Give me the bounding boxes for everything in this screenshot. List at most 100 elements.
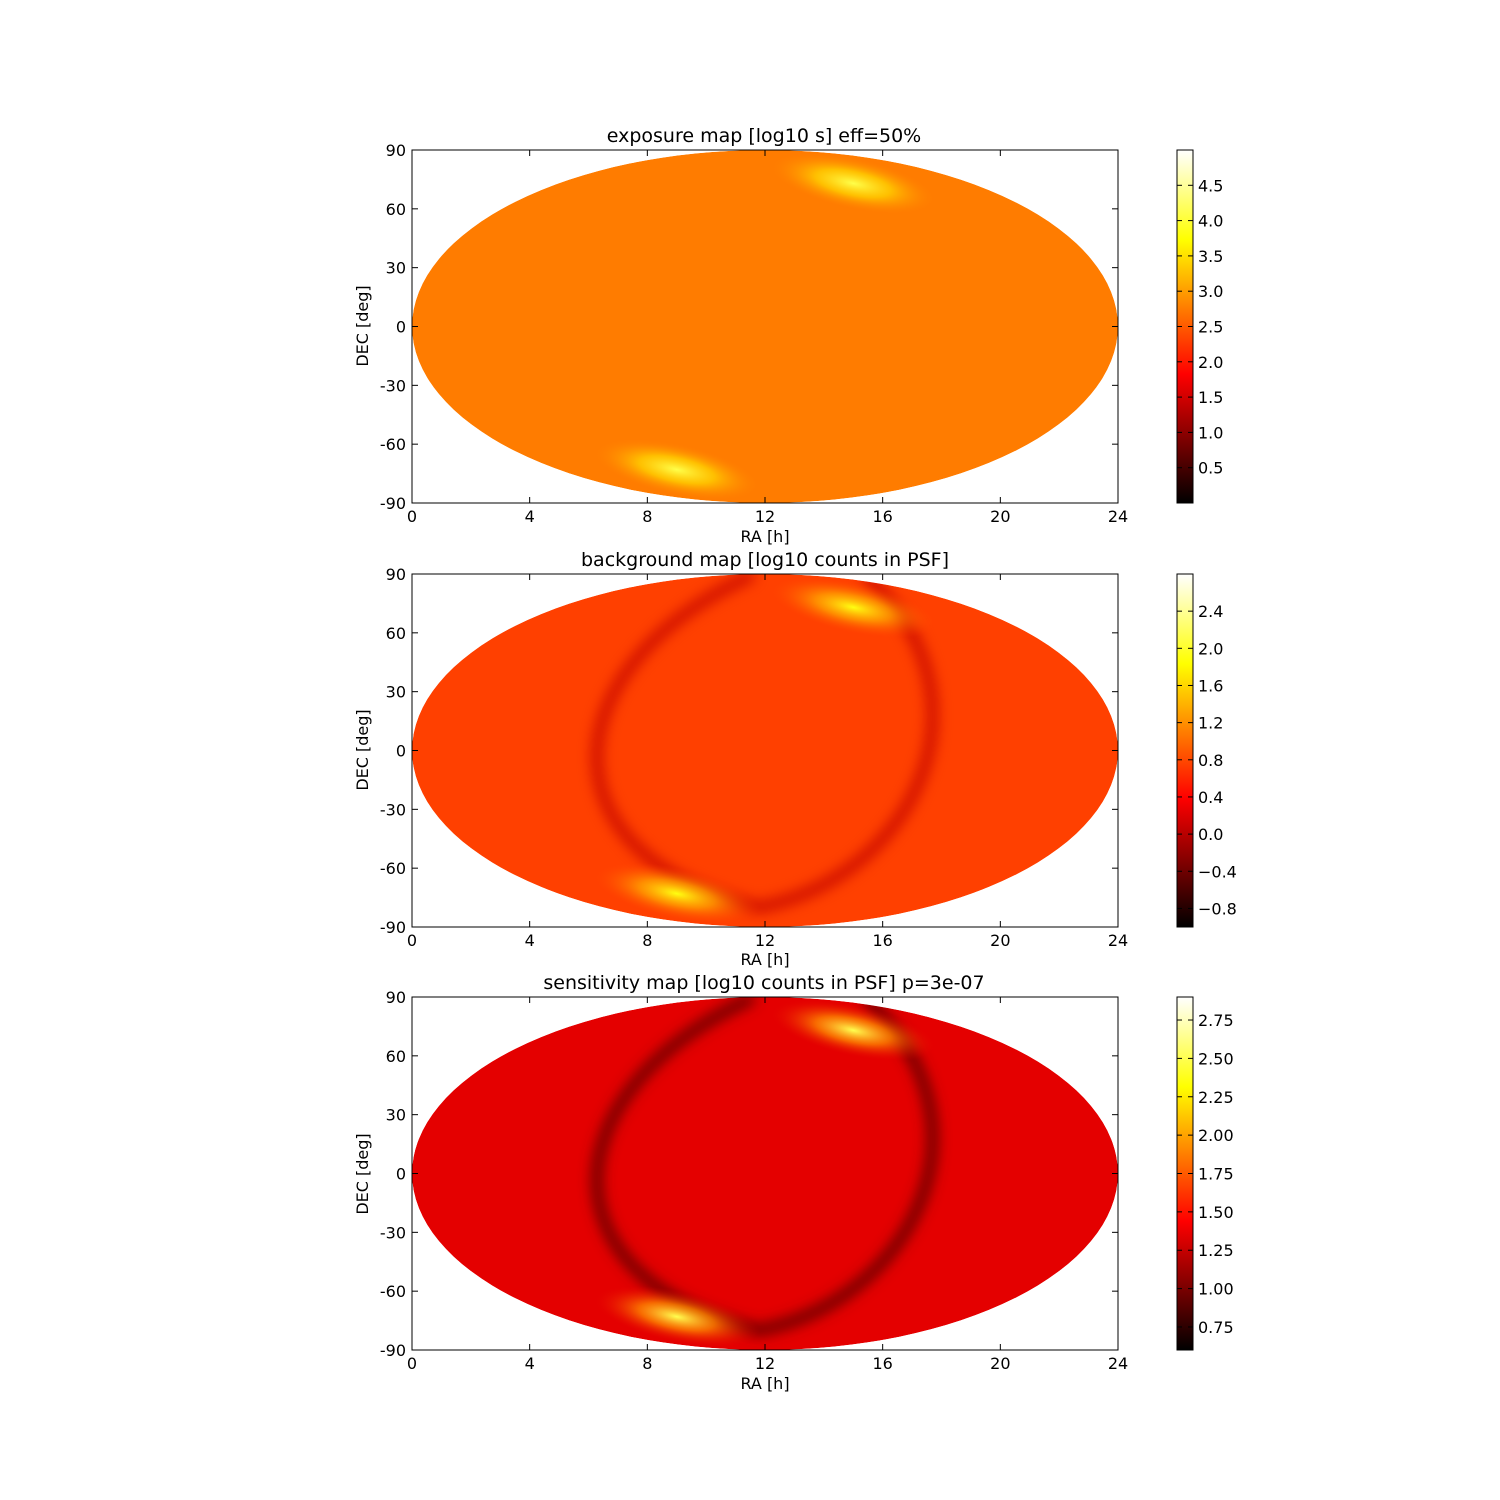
exposure-hotspot xyxy=(593,862,761,925)
y-tick-label: 90 xyxy=(386,141,406,160)
y-tick-label: -30 xyxy=(380,376,406,395)
exposure-hotspot xyxy=(593,438,761,501)
x-tick-label: 20 xyxy=(990,507,1010,526)
x-tick-label: 24 xyxy=(1108,1354,1128,1373)
exposure-map-ylabel: DEC [deg] xyxy=(353,285,372,366)
colorbar-tick-label: 0.5 xyxy=(1198,459,1223,478)
sky-background xyxy=(412,997,1118,1350)
y-tick-label: -90 xyxy=(380,1341,406,1360)
background-map-xlabel: RA [h] xyxy=(740,950,789,969)
y-tick-label: -90 xyxy=(380,918,406,937)
colorbar-tick-label: 2.0 xyxy=(1198,353,1223,372)
exposure-map-panel: exposure map [log10 s] eff=50% 0 4 8 12 16 20… xyxy=(353,125,1223,546)
x-tick-label: 0 xyxy=(407,507,417,526)
colorbar-tick-label: 4.5 xyxy=(1198,176,1223,195)
exposure-hotspot xyxy=(769,576,937,639)
x-tick-label: 0 xyxy=(407,931,417,950)
colorbar-tick-label: 2.0 xyxy=(1198,639,1223,658)
sensitivity-map-colorbar: 2.75 2.50 2.25 2.00 1.75 1.50 1.25 1.00 0.75 xyxy=(1176,996,1234,1351)
background-map-panel: background map [log10 counts in PSF] 0 4 8… xyxy=(353,549,1237,969)
y-tick-label: -60 xyxy=(380,859,406,878)
colorbar-tick-label: 1.00 xyxy=(1198,1280,1234,1299)
sensitivity-map-ticks: 0 4 8 12 16 20 24 90 60 30 0 -30 -60 -90 xyxy=(380,988,1128,1373)
y-tick-label: 90 xyxy=(386,565,406,584)
x-tick-label: 4 xyxy=(525,507,535,526)
y-tick-label: -60 xyxy=(380,1282,406,1301)
sensitivity-map-title: sensitivity map [log10 counts in PSF] p=… xyxy=(543,972,984,994)
x-tick-label: 16 xyxy=(872,1354,892,1373)
exposure-map-ticks: 0 4 8 12 16 20 24 90 60 30 0 -30 -60 -90 xyxy=(380,141,1128,526)
y-tick-label: 30 xyxy=(386,259,406,278)
colorbar-tick-label: −0.4 xyxy=(1198,862,1237,881)
exposure-map-title: exposure map [log10 s] eff=50% xyxy=(607,125,921,147)
exposure-map-plot xyxy=(412,150,1118,503)
background-map-title: background map [log10 counts in PSF] xyxy=(581,549,949,571)
colorbar-tick-label: 1.0 xyxy=(1198,423,1223,442)
y-tick-label: 90 xyxy=(386,988,406,1007)
exposure-hotspot xyxy=(769,999,937,1062)
colorbar-tick-label: 2.5 xyxy=(1198,318,1223,337)
y-tick-label: 0 xyxy=(396,318,406,337)
y-tick-label: 60 xyxy=(386,200,406,219)
x-tick-label: 8 xyxy=(642,507,652,526)
sensitivity-map-xlabel: RA [h] xyxy=(740,1374,789,1393)
x-tick-label: 20 xyxy=(990,1354,1010,1373)
y-tick-label: 60 xyxy=(386,624,406,643)
x-tick-label: 24 xyxy=(1108,931,1128,950)
colorbar-tick-label: 1.75 xyxy=(1198,1165,1234,1184)
y-tick-label: 30 xyxy=(386,683,406,702)
colorbar-tick-label: 0.4 xyxy=(1198,788,1223,807)
sky-background xyxy=(412,150,1118,503)
x-tick-label: 4 xyxy=(525,1354,535,1373)
y-tick-label: -30 xyxy=(380,1223,406,1242)
colorbar-tick-label: 0.0 xyxy=(1198,825,1223,844)
y-tick-label: -60 xyxy=(380,435,406,454)
x-tick-label: 16 xyxy=(872,931,892,950)
colorbar-tick-label: 2.75 xyxy=(1198,1011,1234,1030)
x-tick-label: 8 xyxy=(642,1354,652,1373)
exposure-hotspot xyxy=(593,1285,761,1348)
x-tick-label: 8 xyxy=(642,931,652,950)
sky-background xyxy=(412,574,1118,927)
colorbar-tick-label: 1.5 xyxy=(1198,388,1223,407)
exposure-map-colorbar: 4.5 4.0 3.5 3.0 2.5 2.0 1.5 1.0 0.5 xyxy=(1176,149,1223,504)
y-tick-label: 60 xyxy=(386,1047,406,1066)
y-tick-label: 30 xyxy=(386,1106,406,1125)
sensitivity-map-panel: sensitivity map [log10 counts in PSF] p=… xyxy=(353,972,1234,1393)
background-map-plot xyxy=(412,574,1118,927)
y-tick-label: 0 xyxy=(396,1165,406,1184)
x-tick-label: 4 xyxy=(525,931,535,950)
colorbar-tick-label: −0.8 xyxy=(1198,899,1237,918)
exposure-hotspot xyxy=(769,152,937,215)
background-map-ticks: 0 4 8 12 16 20 24 90 60 30 0 -30 -60 -90 xyxy=(380,565,1128,950)
colorbar-tick-label: 2.00 xyxy=(1198,1126,1234,1145)
colorbar-tick-label: 2.50 xyxy=(1198,1049,1234,1068)
background-map-colorbar: 2.4 2.0 1.6 1.2 0.8 0.4 0.0 −0.4 −0.8 xyxy=(1176,573,1237,928)
colorbar-tick-label: 3.5 xyxy=(1198,247,1223,266)
colorbar-tick-label: 1.2 xyxy=(1198,714,1223,733)
y-tick-label: -90 xyxy=(380,494,406,513)
colorbar-tick-label: 1.50 xyxy=(1198,1203,1234,1222)
colorbar-gradient xyxy=(1176,573,1194,928)
x-tick-label: 16 xyxy=(872,507,892,526)
x-tick-label: 12 xyxy=(755,931,775,950)
sensitivity-map-plot xyxy=(412,997,1118,1350)
y-tick-label: -30 xyxy=(380,800,406,819)
x-tick-label: 24 xyxy=(1108,507,1128,526)
x-tick-label: 12 xyxy=(755,507,775,526)
x-tick-label: 12 xyxy=(755,1354,775,1373)
colorbar-tick-label: 3.0 xyxy=(1198,282,1223,301)
x-tick-label: 0 xyxy=(407,1354,417,1373)
exposure-map-xlabel: RA [h] xyxy=(740,527,789,546)
colorbar-tick-label: 1.25 xyxy=(1198,1241,1234,1260)
x-tick-label: 20 xyxy=(990,931,1010,950)
y-tick-label: 0 xyxy=(396,742,406,761)
background-map-ylabel: DEC [deg] xyxy=(353,709,372,790)
sensitivity-map-ylabel: DEC [deg] xyxy=(353,1133,372,1214)
colorbar-tick-label: 2.4 xyxy=(1198,602,1223,621)
colorbar-tick-label: 0.75 xyxy=(1198,1318,1234,1337)
colorbar-tick-label: 1.6 xyxy=(1198,676,1223,695)
colorbar-tick-label: 2.25 xyxy=(1198,1088,1234,1107)
colorbar-tick-label: 4.0 xyxy=(1198,212,1223,231)
